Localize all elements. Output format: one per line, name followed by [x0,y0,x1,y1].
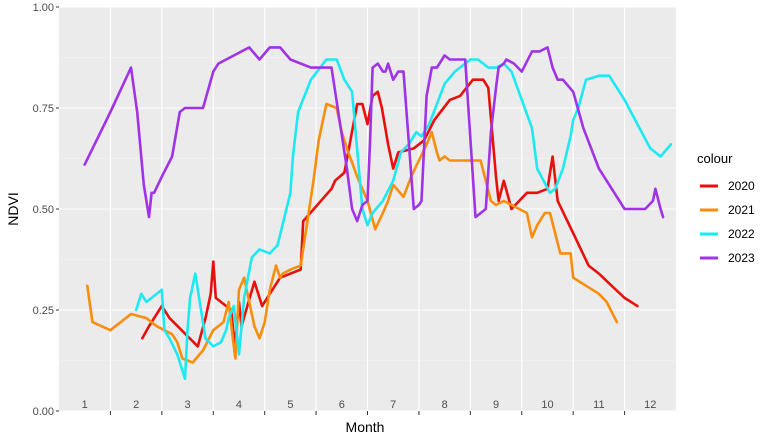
axes: 0.000.250.500.751.001 2 3 4 5 6 7 8 9 10 11 12 [33,2,657,418]
legend-label-2023: 2023 [728,251,755,265]
x-tick-label: 8 [442,399,448,411]
series-line-2020 [141,78,639,348]
y-axis-title: NDVI [5,192,21,225]
x-axis-title: Month [346,419,385,435]
legend: colour 2020 2021 2022 2023 [697,151,755,265]
series-line-2023 [83,46,665,223]
x-tick-label: 9 [493,399,499,411]
y-tick-label: 0.75 [33,103,54,115]
x-tick-label: 4 [236,399,242,411]
series-line-2022 [134,58,673,381]
legend-label-2022: 2022 [728,227,755,241]
x-tick-label: 3 [184,399,190,411]
x-tick-label: 6 [339,399,345,411]
grid-lines [59,6,676,412]
y-tick-label: 1.00 [33,2,54,14]
y-tick-label: 0.50 [33,204,54,216]
x-tick-label: 2 [133,399,139,411]
y-tick-label: 0.00 [33,406,54,418]
legend-title: colour [697,151,733,166]
x-tick-label: 10 [541,399,553,411]
y-tick-label: 0.25 [33,305,54,317]
x-tick-label: 7 [390,399,396,411]
series-line-2021 [86,102,619,364]
series-lines [83,46,673,381]
x-tick-label: 12 [644,399,656,411]
x-tick-label: 1 [82,399,88,411]
legend-label-2021: 2021 [728,203,755,217]
x-tick-label: 11 [593,399,604,411]
legend-label-2020: 2020 [728,179,755,193]
x-tick-label: 5 [287,399,293,411]
